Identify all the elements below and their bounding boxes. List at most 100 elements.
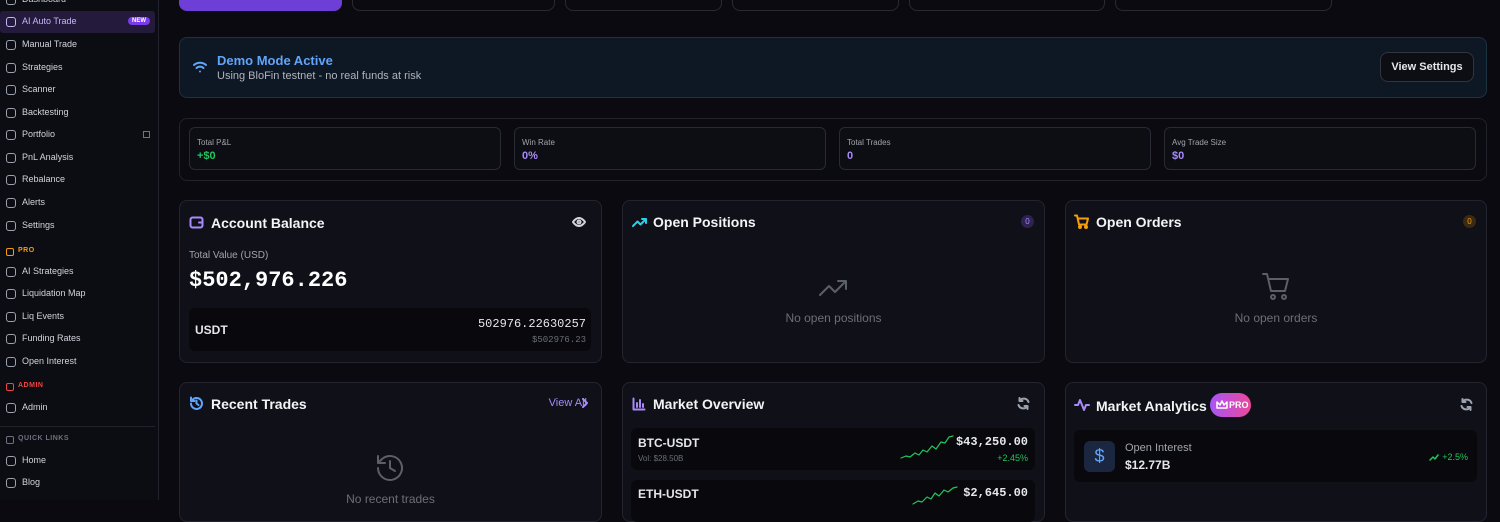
refresh-icon[interactable] [1017,397,1030,410]
nav-label: Manual Trade [22,39,78,49]
price: $43,250.00 [955,435,1028,449]
empty-text: No recent trades [346,492,435,506]
nav-label: PnL Analysis [22,152,74,162]
nav-item[interactable]: Rebalance [0,169,155,191]
card-title: Market Analytics [1096,398,1207,414]
sidebar: Dashboard AI Auto Trade NEW Manual Trade Str… [0,0,159,500]
nav-label: Dashboard [22,0,66,4]
card-title: Account Balance [211,215,325,231]
section-heading: ADMIN [18,382,44,389]
empty-icon [819,280,847,296]
view-all-link[interactable]: View All [548,397,587,409]
nav-icon [6,40,16,50]
stat-box: Total Trades 0 [839,127,1151,170]
nav-label: Rebalance [22,174,66,184]
total-value: $502,976.226 [189,268,348,293]
wallet-icon [189,216,204,229]
change: +2.45% [997,453,1028,463]
nav-item[interactable]: Backtesting [0,102,155,124]
section-heading: QUICK LINKS [18,435,69,442]
nav-item[interactable]: Scanner [0,79,155,101]
nav-label: Alerts [22,197,46,207]
nav-label: AI Strategies [22,266,74,276]
section-icon [6,436,14,444]
nav-icon [6,198,16,208]
wifi-icon [193,61,207,73]
pair: BTC-USDT [638,436,700,450]
card-title: Open Orders [1096,214,1182,230]
nav-item[interactable]: Manual Trade [0,34,155,56]
empty-icon [377,455,403,481]
nav-icon [6,267,16,277]
asset-amount: 502976.22630257 [477,317,586,331]
nav-item[interactable]: AI Strategies [0,261,155,283]
nav-icon [6,85,16,95]
stat-value: 0% [522,150,538,162]
nav-item[interactable]: Admin [0,397,155,419]
nav-label: AI Auto Trade [22,16,77,26]
top-button[interactable] [732,0,899,11]
nav-label: Backtesting [22,107,69,117]
nav-icon [6,108,16,118]
cart-icon [1074,214,1089,229]
volume: Vol: $28.50B [638,454,684,463]
pair: ETH-USDT [638,487,699,501]
nav-icon [6,221,16,231]
card-title: Open Positions [653,214,756,230]
nav-icon [6,175,16,185]
top-button[interactable] [909,0,1105,11]
nav-icon [6,17,16,27]
nav-icon [6,357,16,367]
nav-label: Home [22,455,47,465]
crown-icon [1216,400,1228,409]
metric-change: +2.5% [1442,452,1468,462]
view-settings-button[interactable]: View Settings [1380,52,1474,82]
external-icon [143,131,150,138]
asset-usd: $502976.23 [531,335,586,345]
nav-icon [6,403,16,413]
nav-item[interactable]: Liquidation Map [0,283,155,305]
nav-icon [6,0,16,5]
metric-value: $12.77B [1125,458,1171,472]
activity-icon [1074,399,1090,411]
top-button[interactable] [179,0,342,11]
nav-item[interactable]: AI Auto Trade NEW [0,11,155,33]
demo-banner [179,37,1487,98]
nav-item[interactable]: PnL Analysis [0,147,155,169]
top-button[interactable] [1115,0,1332,11]
nav-item[interactable]: Open Interest [0,351,155,373]
nav-item[interactable]: Strategies [0,57,155,79]
trend-icon [632,218,647,227]
nav-item[interactable]: Home [0,450,155,472]
stat-value: 0 [847,150,854,162]
banner-title: Demo Mode Active [217,53,333,68]
nav-badge: NEW [128,17,150,25]
top-button[interactable] [565,0,722,11]
nav-item[interactable]: Portfolio [0,124,155,146]
nav-item[interactable]: Dashboard [0,0,155,11]
nav-icon [6,289,16,299]
empty-text: No open positions [785,311,882,325]
orders-card [1065,200,1487,363]
empty-text: No open orders [1234,311,1318,325]
top-button[interactable] [352,0,555,11]
nav-item[interactable]: Blog [0,472,155,494]
nav-icon [6,312,16,322]
stat-label: Avg Trade Size [1172,138,1227,147]
chart-icon [632,397,646,411]
nav-icon [6,63,16,73]
sparkline [912,486,958,505]
metric-label: Open Interest [1125,442,1192,454]
eye-icon[interactable] [572,216,586,228]
nav-icon [6,130,16,140]
dollar-icon: $ [1084,441,1115,472]
nav-item[interactable]: Liq Events [0,306,155,328]
refresh-icon[interactable] [1460,398,1473,411]
divider [0,426,155,427]
card-title: Market Overview [653,396,765,412]
nav-item[interactable]: Settings [0,215,155,237]
stat-value: +$0 [197,150,216,162]
nav-label: Settings [22,220,55,230]
nav-item[interactable]: Funding Rates [0,328,155,350]
nav-item[interactable]: Alerts [0,192,155,214]
